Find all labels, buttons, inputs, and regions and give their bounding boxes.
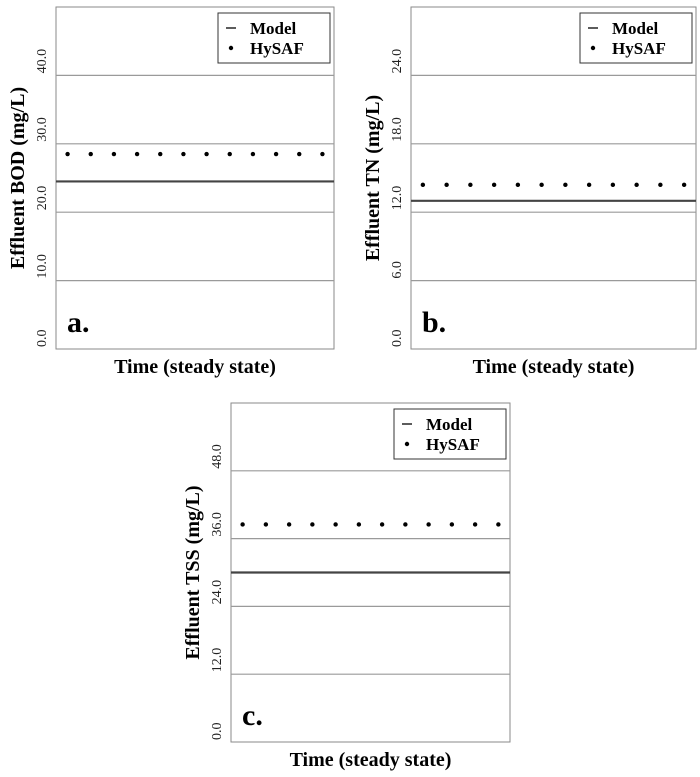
hysaf-point bbox=[496, 522, 501, 527]
hysaf-point bbox=[227, 151, 232, 157]
chart-panel-c: 0.0 12.0 24.0 36.0 48.0 Effluent TSS (mg/L) Ti… bbox=[182, 402, 511, 771]
y-tick-label: 18.0 bbox=[390, 117, 405, 142]
plot-area bbox=[55, 6, 335, 350]
hysaf-point bbox=[634, 182, 639, 188]
hysaf-point bbox=[134, 151, 140, 157]
legend-box bbox=[217, 12, 331, 64]
hysaf-point bbox=[563, 182, 568, 188]
x-axis-label: Time (steady state) bbox=[290, 749, 452, 771]
hysaf-point bbox=[158, 151, 163, 157]
chart-panel-b: 0.0 6.0 12.0 18.0 24.0 Effluent TN (mg/L) Time… bbox=[362, 6, 697, 378]
hysaf-point bbox=[356, 522, 362, 527]
y-tick-label: 10.0 bbox=[35, 254, 50, 279]
y-tick-label: 12.0 bbox=[210, 648, 225, 673]
hysaf-point bbox=[88, 151, 93, 157]
chart-panel-a: 0.0 10.0 20.0 30.0 40.0 Effluent BOD (mg/L) Ti… bbox=[7, 6, 335, 378]
legend-box bbox=[393, 408, 507, 460]
hysaf-point bbox=[204, 151, 209, 157]
x-axis-label: Time (steady state) bbox=[473, 356, 635, 378]
hysaf-point bbox=[610, 182, 616, 188]
hysaf-point bbox=[240, 522, 245, 527]
panel-label: b. bbox=[422, 306, 446, 339]
hysaf-point bbox=[420, 182, 426, 188]
hysaf-point bbox=[320, 151, 325, 157]
y-axis-label: Effluent TSS (mg/L) bbox=[182, 485, 204, 659]
y-tick-label: 0.0 bbox=[35, 330, 50, 348]
hysaf-point bbox=[310, 522, 315, 527]
hysaf-point bbox=[181, 151, 186, 157]
legend-dot-swatch bbox=[590, 45, 596, 51]
hysaf-point bbox=[449, 522, 455, 527]
legend-box bbox=[579, 12, 693, 64]
legend-label: Model bbox=[612, 19, 659, 38]
hysaf-point bbox=[586, 182, 592, 188]
hysaf-point bbox=[273, 151, 279, 157]
hysaf-point bbox=[472, 522, 478, 527]
hysaf-point bbox=[379, 522, 385, 527]
hysaf-point bbox=[468, 182, 473, 188]
hysaf-point bbox=[426, 522, 431, 527]
y-tick-label: 40.0 bbox=[35, 49, 50, 74]
hysaf-point bbox=[286, 522, 292, 527]
hysaf-point bbox=[65, 151, 70, 157]
legend-label: HySAF bbox=[612, 39, 666, 58]
y-tick-label: 12.0 bbox=[390, 186, 405, 211]
y-tick-label: 0.0 bbox=[210, 723, 225, 741]
hysaf-point bbox=[515, 182, 521, 188]
hysaf-point bbox=[491, 182, 497, 188]
hysaf-point bbox=[263, 522, 269, 527]
hysaf-point bbox=[250, 151, 256, 157]
y-tick-label: 0.0 bbox=[390, 330, 405, 348]
y-tick-label: 24.0 bbox=[390, 49, 405, 74]
y-tick-label: 36.0 bbox=[210, 512, 225, 537]
plot-area bbox=[410, 6, 697, 350]
y-axis-label: Effluent BOD (mg/L) bbox=[7, 87, 29, 269]
hysaf-point bbox=[681, 182, 687, 188]
legend-dot-swatch bbox=[228, 45, 234, 51]
y-tick-label: 20.0 bbox=[35, 186, 50, 211]
legend-label: Model bbox=[250, 19, 297, 38]
hysaf-point bbox=[539, 182, 544, 188]
legend-label: HySAF bbox=[250, 39, 304, 58]
hysaf-point bbox=[444, 182, 449, 188]
y-tick-label: 6.0 bbox=[390, 261, 405, 279]
panel-label: a. bbox=[67, 306, 90, 339]
hysaf-point bbox=[333, 522, 338, 527]
x-axis-label: Time (steady state) bbox=[114, 356, 276, 378]
panel-label: c. bbox=[242, 699, 263, 732]
y-tick-label: 48.0 bbox=[210, 444, 225, 469]
y-tick-label: 24.0 bbox=[210, 580, 225, 605]
hysaf-point bbox=[403, 522, 408, 527]
hysaf-point bbox=[658, 182, 663, 188]
hysaf-point bbox=[297, 151, 302, 157]
legend-label: Model bbox=[426, 415, 473, 434]
legend-dot-swatch bbox=[404, 441, 410, 447]
y-tick-label: 30.0 bbox=[35, 117, 50, 142]
y-axis-label: Effluent TN (mg/L) bbox=[362, 95, 384, 261]
legend-label: HySAF bbox=[426, 435, 480, 454]
hysaf-point bbox=[111, 151, 117, 157]
